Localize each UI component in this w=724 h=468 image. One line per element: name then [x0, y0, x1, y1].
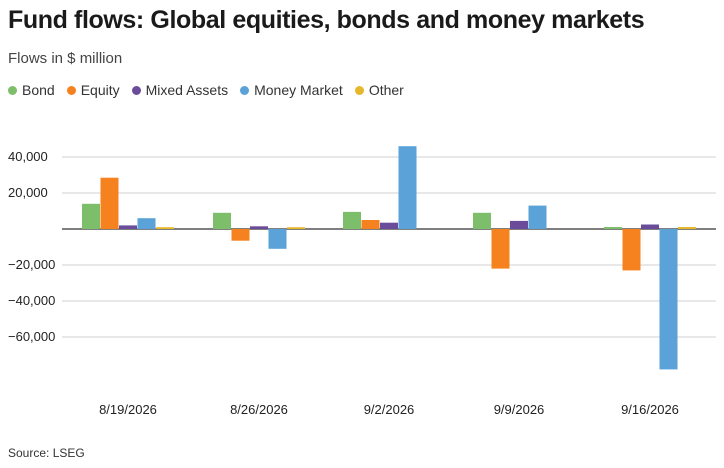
- legend-label: Mixed Assets: [145, 82, 229, 98]
- legend-item-other: Other: [354, 82, 404, 98]
- bar-mixed-assets-1: [119, 225, 137, 229]
- source-note: Source: LSEG: [8, 446, 85, 460]
- bar-equity-1: [100, 177, 119, 229]
- bar-bond-1: [82, 203, 100, 229]
- x-tick-label: 8/26/2026: [230, 402, 288, 417]
- chart-legend: Bond Equity Mixed Assets Money Market Other: [8, 82, 404, 98]
- bar-mixed-assets-3: [380, 222, 398, 229]
- grid-lines: [62, 156, 716, 338]
- bar-other-1: [156, 227, 174, 229]
- x-tick-label: 9/9/2026: [494, 402, 545, 417]
- legend-label: Equity: [80, 82, 120, 98]
- legend-swatch: [240, 85, 250, 95]
- bar-mixed-assets-2: [250, 226, 268, 229]
- bar-equity-4: [491, 229, 510, 269]
- chart-title: Fund flows: Global equities, bonds and m…: [8, 6, 645, 34]
- x-tick-label: 9/2/2026: [364, 402, 415, 417]
- bar-money-market-3: [398, 146, 417, 229]
- legend-item-bond: Bond: [8, 82, 55, 98]
- legend-label: Money Market: [254, 82, 343, 98]
- bar-other-5: [678, 227, 696, 229]
- bar-other-2: [287, 227, 305, 229]
- bar-bond-5: [604, 227, 622, 229]
- y-axis: 40,000 20,000 −20,000 −40,000 −60,000: [8, 149, 55, 344]
- legend-item-equity: Equity: [66, 82, 120, 98]
- bar-money-market-1: [137, 218, 156, 229]
- bar-money-market-2: [268, 229, 287, 249]
- bar-bond-2: [213, 212, 231, 229]
- legend-item-mixed-assets: Mixed Assets: [131, 82, 229, 98]
- bar-bond-3: [343, 211, 361, 229]
- x-tick-label: 9/16/2026: [621, 402, 679, 417]
- y-tick-label: −40,000: [8, 293, 55, 308]
- bar-mixed-assets-4: [510, 220, 528, 229]
- legend-swatch: [8, 85, 17, 95]
- legend-label: Other: [368, 82, 404, 98]
- bar-money-market-4: [528, 205, 547, 229]
- bar-money-market-5: [659, 229, 678, 370]
- bar-mixed-assets-5: [641, 224, 659, 229]
- y-tick-label: −20,000: [8, 257, 55, 272]
- y-tick-label: 40,000: [8, 149, 48, 164]
- legend-swatch: [131, 85, 141, 95]
- bar-equity-3: [361, 220, 380, 229]
- legend-label: Bond: [22, 82, 55, 98]
- legend-swatch: [354, 85, 364, 95]
- y-tick-label: −60,000: [8, 329, 55, 344]
- legend-swatch: [66, 85, 76, 95]
- x-tick-label: 8/19/2026: [99, 402, 157, 417]
- bar-equity-5: [622, 229, 641, 271]
- legend-item-money-market: Money Market: [240, 82, 343, 98]
- chart-subtitle: Flows in $ million: [8, 50, 123, 67]
- bar-bond-4: [473, 212, 491, 229]
- x-axis: 8/19/2026 8/26/2026 9/2/2026 9/9/2026 9/16/2…: [99, 402, 679, 417]
- y-tick-label: 20,000: [8, 185, 48, 200]
- bars: [82, 146, 696, 370]
- bar-equity-2: [231, 229, 250, 241]
